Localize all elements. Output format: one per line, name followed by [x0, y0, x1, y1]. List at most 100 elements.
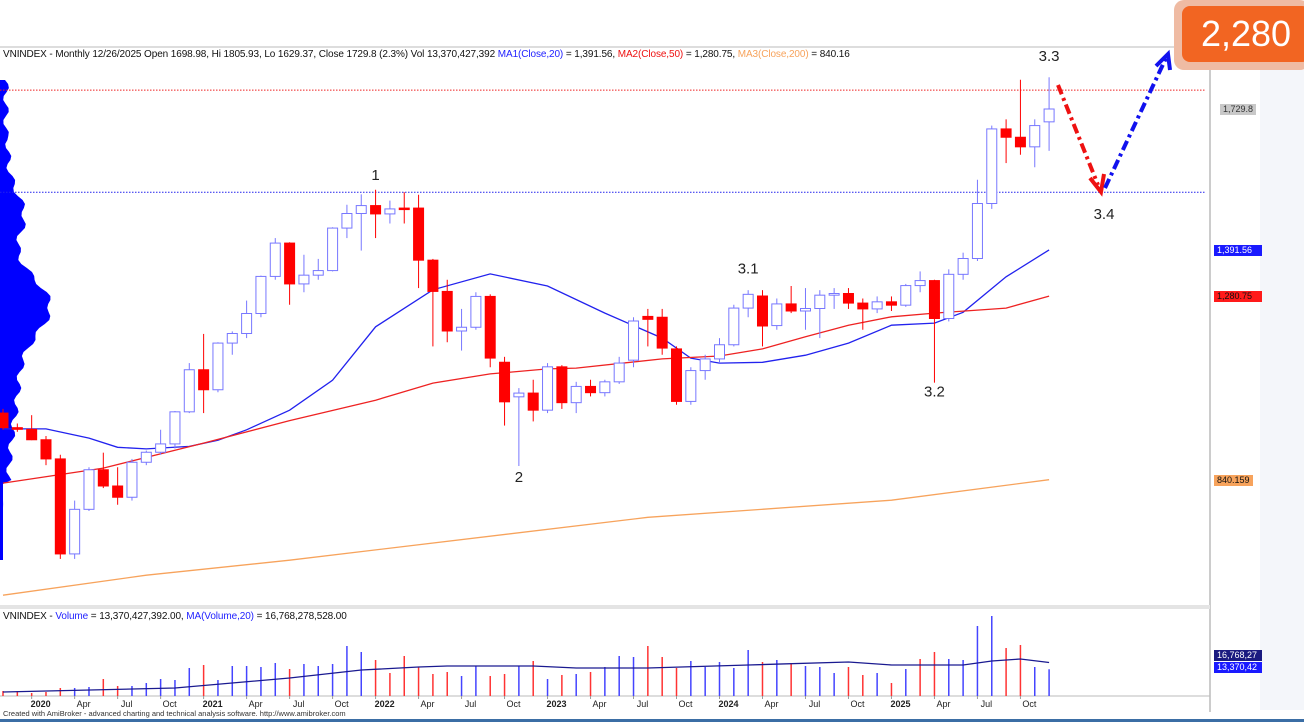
candle-2024-05: [771, 298, 783, 330]
ma3-value: = 840.16: [808, 49, 850, 60]
ma-line-2: [2, 295, 1050, 484]
candle-body: [83, 469, 95, 510]
candle-2021-12: [355, 194, 367, 251]
volume-tag: 13,370,42: [1214, 662, 1262, 673]
candle-body: [1029, 125, 1041, 148]
candle-2020-01: [26, 415, 38, 441]
candle-body: [527, 392, 539, 411]
candle-body: [785, 303, 797, 312]
candle-2025-09: [1000, 119, 1012, 164]
wave-label-1: 1: [371, 167, 379, 184]
candle-2022-11: [513, 388, 525, 466]
candle-2020-02: [40, 436, 52, 466]
candle-body: [871, 301, 883, 310]
candle-2022-02: [384, 200, 396, 224]
side-panel: [1260, 70, 1304, 710]
candle-2021-02: [212, 342, 224, 393]
candle-2021-03: [226, 331, 238, 355]
wave-label-3-4: 3.4: [1094, 206, 1115, 223]
candle-body: [814, 294, 826, 309]
candle-2023-12: [699, 354, 711, 380]
candle-2025-06: [957, 252, 969, 280]
x-tick-label: Oct: [679, 699, 694, 709]
x-tick-label: 2024: [718, 699, 738, 709]
candle-2020-08: [126, 458, 138, 501]
candle-body: [570, 385, 582, 404]
candle-2025-11: [1029, 119, 1041, 168]
candle-2025-08: [986, 125, 998, 209]
x-tick-label: Jul: [293, 699, 305, 709]
candle-2023-11: [685, 367, 697, 405]
candle-2019-11: [0, 408, 9, 430]
candle-2023-03: [570, 381, 582, 414]
candle-2023-01: [542, 363, 554, 414]
volume-symbol: VNINDEX -: [3, 611, 56, 622]
candle-2024-10: [842, 288, 854, 309]
candle-2022-01: [370, 189, 382, 239]
x-tick-label: Apr: [936, 699, 950, 709]
candle-body: [685, 370, 697, 402]
candle-body: [656, 316, 668, 349]
candle-body: [484, 295, 496, 359]
candle-body: [728, 307, 740, 346]
candle-2024-02: [728, 304, 740, 347]
candle-body: [499, 361, 511, 403]
x-tick-label: Oct: [335, 699, 350, 709]
header-ohlc: VNINDEX - Monthly 12/26/2025 Open 1698.9…: [3, 49, 496, 60]
projection-arrow-up: [1103, 57, 1168, 189]
candle-body: [556, 366, 568, 404]
candle-body: [842, 293, 854, 304]
candle-2023-06: [613, 356, 625, 384]
close-price-tag: 1,729.8: [1220, 104, 1257, 115]
ma2-price-tag: 1,280.75: [1214, 291, 1262, 302]
volume-header: VNINDEX - Volume = 13,370,427,392.00, MA…: [3, 611, 347, 622]
candle-body: [671, 348, 683, 402]
candle-body: [585, 385, 597, 394]
candle-body: [269, 242, 281, 277]
candle-2024-06: [785, 286, 797, 314]
candle-2022-10: [499, 356, 511, 426]
candle-body: [355, 205, 367, 214]
candle-2022-03: [398, 192, 410, 224]
x-tick-label: Apr: [764, 699, 778, 709]
candle-2021-01: [198, 333, 210, 414]
candle-body: [986, 128, 998, 205]
candle-body: [155, 443, 167, 453]
x-tick-label: Jul: [809, 699, 821, 709]
candle-2023-04: [585, 379, 597, 397]
candle-2024-08: [814, 290, 826, 339]
candle-2023-07: [628, 317, 640, 368]
ma2-label: MA2(Close,50): [617, 49, 684, 60]
candle-body: [714, 344, 725, 360]
x-tick-label: 2022: [375, 699, 395, 709]
candle-2025-05: [943, 269, 955, 322]
candle-body: [284, 242, 296, 285]
candle-body: [140, 451, 152, 463]
candle-body: [370, 205, 382, 215]
candle-body: [1043, 108, 1055, 123]
candle-body: [226, 333, 238, 344]
candle-body: [198, 369, 210, 391]
candle-body: [11, 427, 23, 430]
candle-2024-04: [756, 290, 768, 347]
x-tick-label: 2021: [203, 699, 223, 709]
candle-2020-07: [112, 467, 124, 505]
wave-label-3-3: 3.3: [1039, 48, 1060, 65]
candle-2025-07: [971, 179, 983, 261]
x-tick-label: Apr: [249, 699, 263, 709]
x-tick-label: 2023: [547, 699, 567, 709]
candle-body: [771, 303, 783, 327]
candle-2024-01: [714, 338, 725, 364]
candle-2022-04: [413, 194, 425, 289]
candle-body: [97, 469, 109, 487]
volume-ma-line: [2, 658, 1050, 693]
candle-body: [1014, 136, 1026, 148]
candle-2022-09: [484, 294, 496, 368]
volume-value: = 13,370,427,392.00,: [88, 611, 187, 622]
candle-body: [857, 302, 869, 310]
candle-2024-09: [828, 288, 840, 309]
candle-body: [441, 290, 453, 332]
candle-body: [971, 203, 983, 259]
candle-body: [628, 320, 640, 361]
x-tick-label: Jul: [121, 699, 133, 709]
